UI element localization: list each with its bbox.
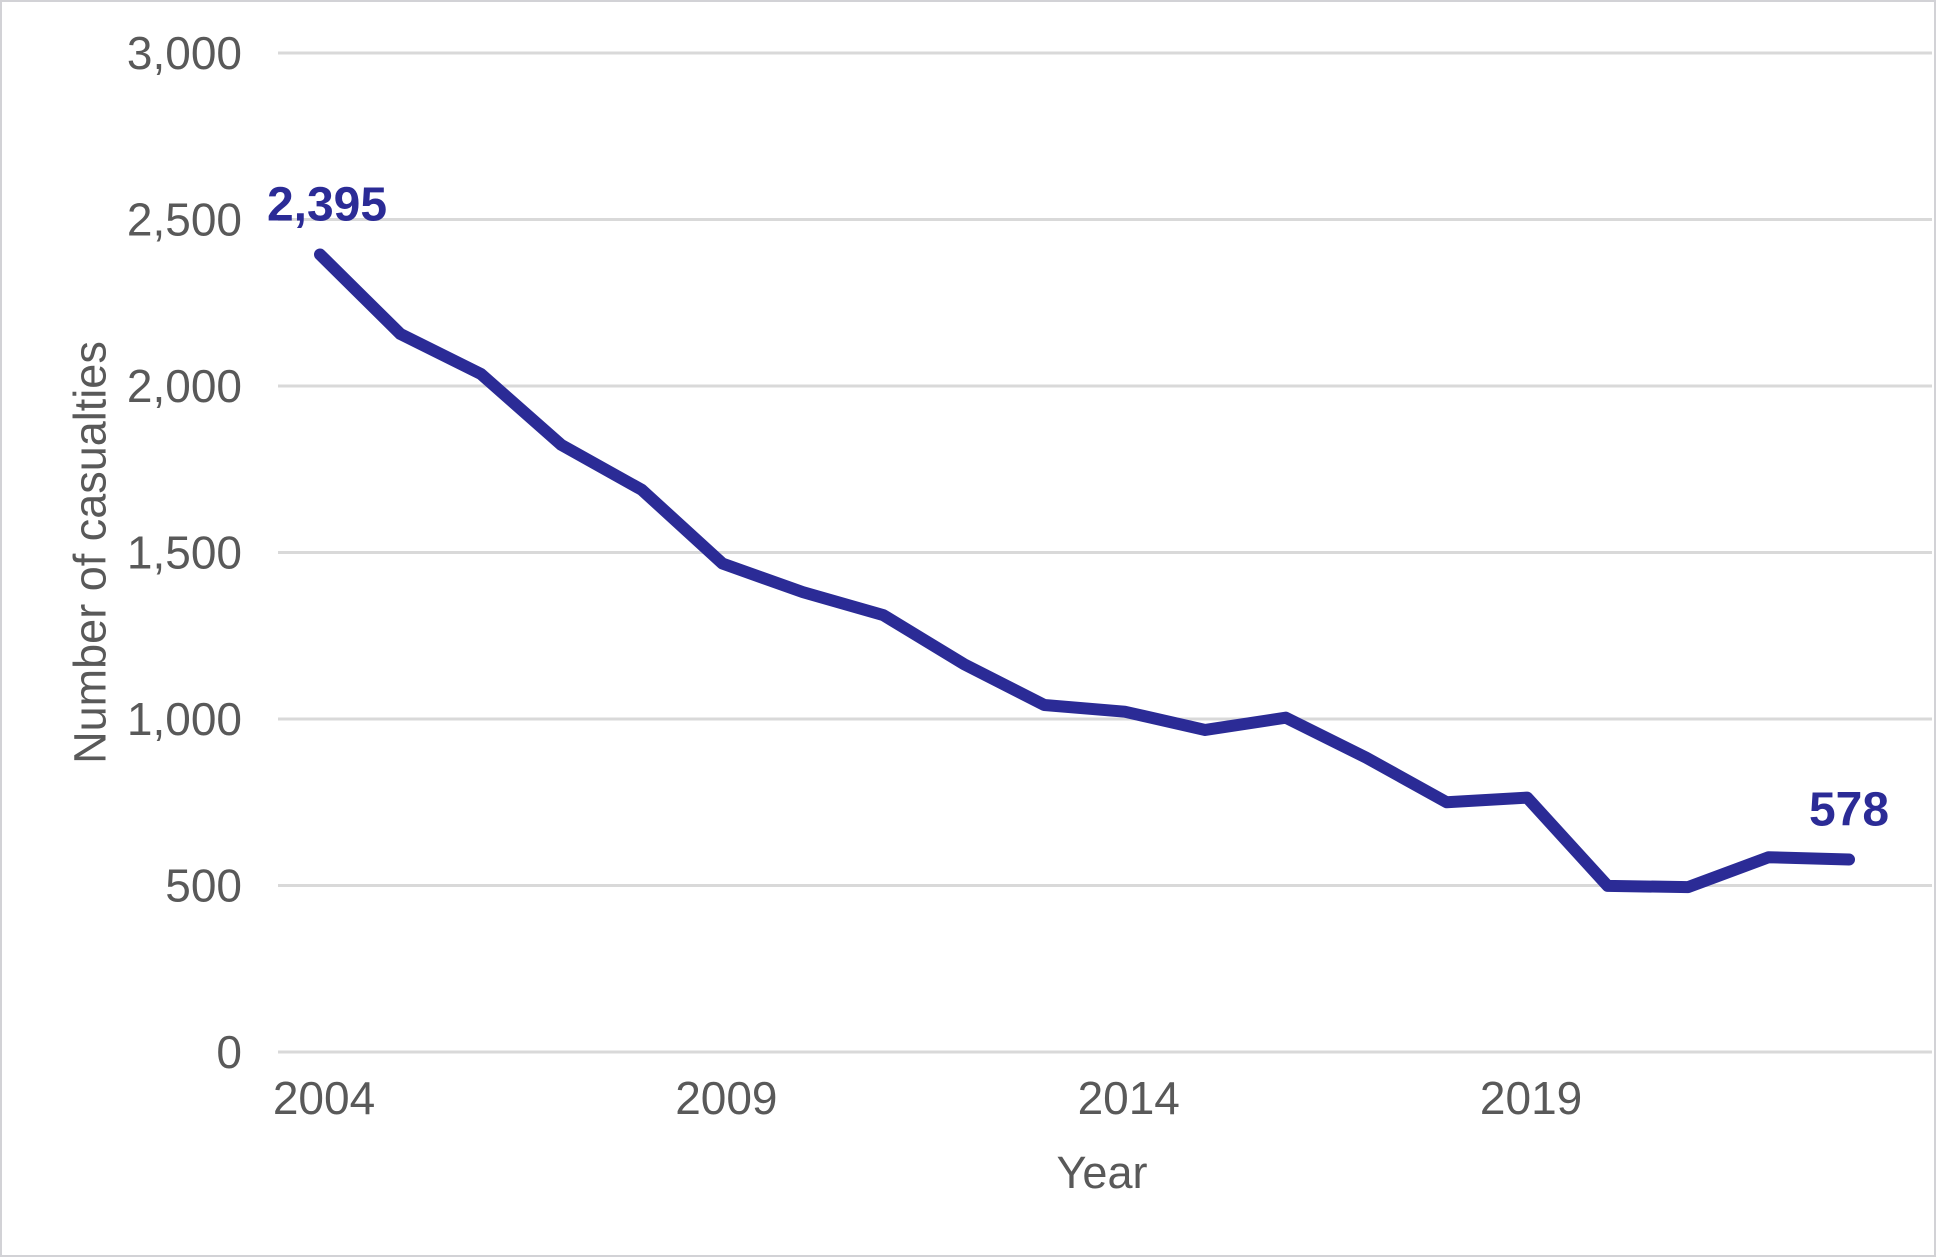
y-tick-label: 3,000 [127,27,242,79]
x-axis-title: Year [1056,1147,1148,1198]
x-tick-label: 2014 [1078,1072,1180,1124]
y-tick-label: 1,000 [127,693,242,745]
y-tick-label: 2,000 [127,360,242,412]
x-tick-label: 2004 [273,1072,375,1124]
data-point-label: 2,395 [267,178,387,231]
casualties-line [314,248,1855,894]
data-point-label: 578 [1809,784,1889,837]
y-axis-title: Number of casualties [64,341,116,764]
y-tick-label: 0 [216,1026,242,1078]
y-tick-label: 1,500 [127,527,242,579]
x-tick-label: 2009 [675,1072,777,1124]
y-tick-label: 500 [165,860,242,912]
y-tick-label: 2,500 [127,194,242,246]
x-tick-label: 2019 [1480,1072,1582,1124]
